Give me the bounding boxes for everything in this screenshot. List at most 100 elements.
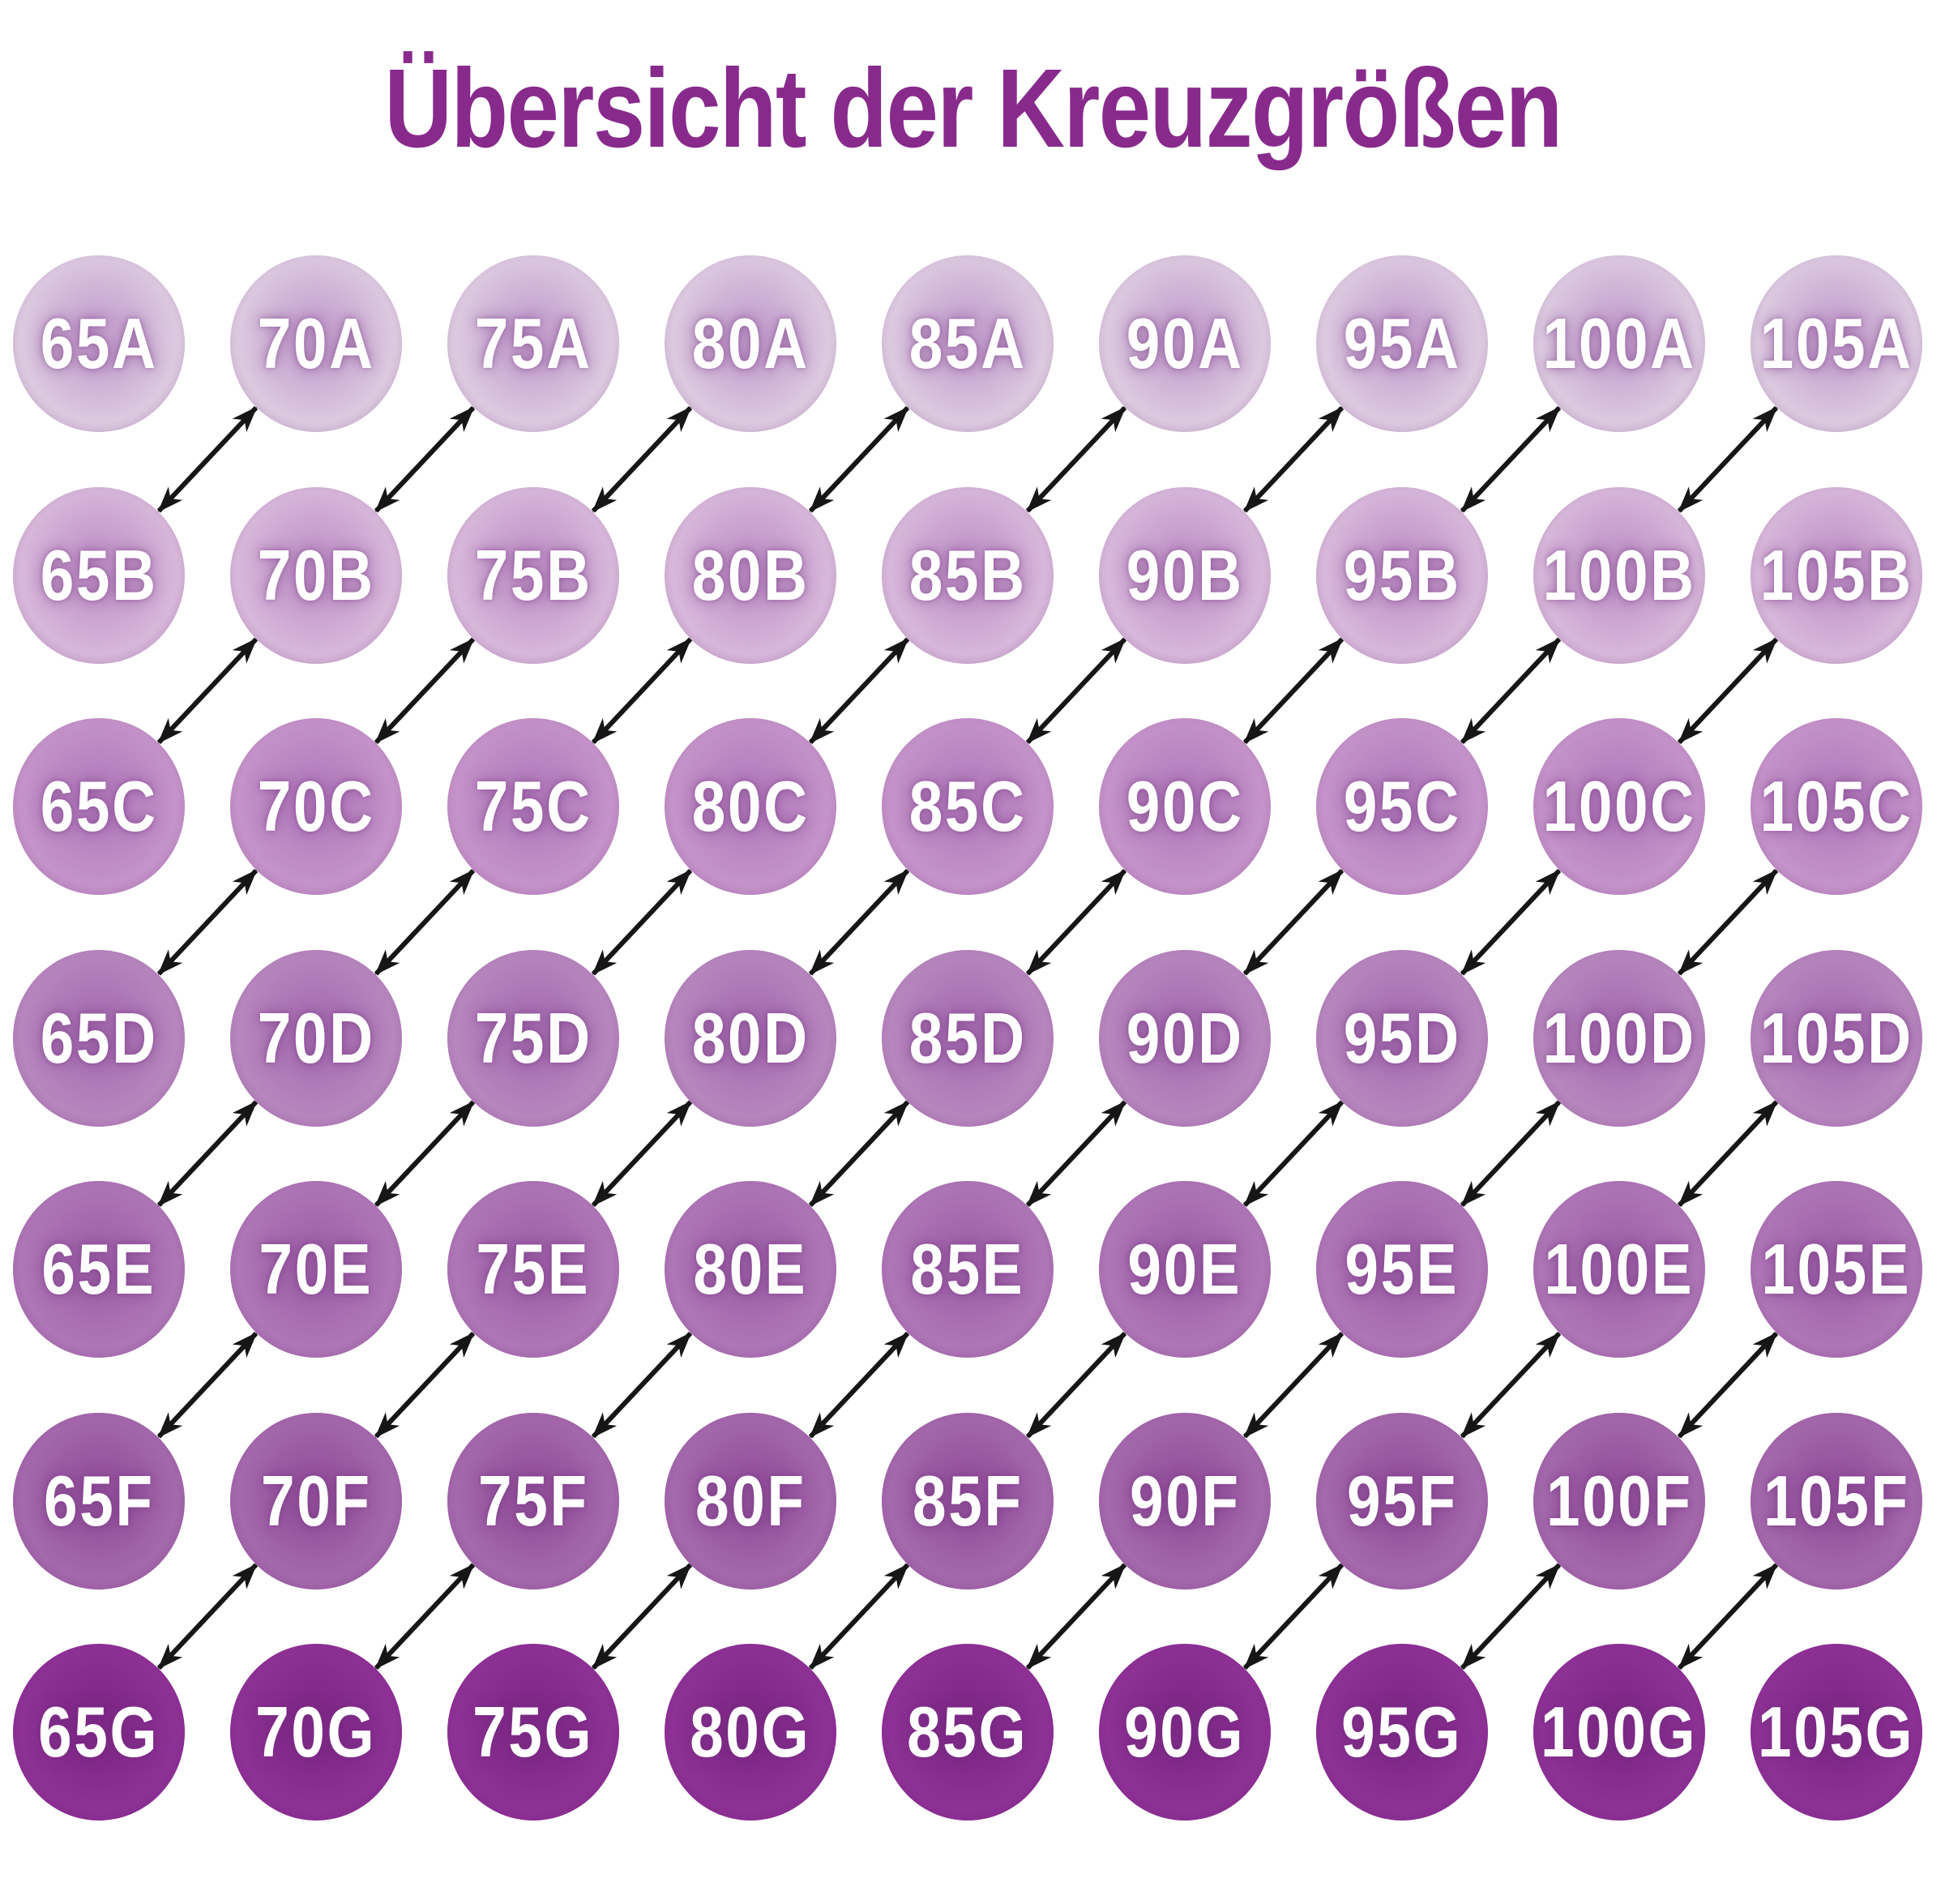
size-cell-65D: 65D bbox=[13, 949, 185, 1127]
sister-size-arrow-100E-105D bbox=[1677, 1100, 1779, 1208]
sister-size-arrow-85D-90C bbox=[1025, 868, 1127, 976]
size-label: 90D bbox=[1126, 997, 1244, 1078]
sister-size-arrow-75G-80F bbox=[591, 1563, 693, 1671]
size-label: 65G bbox=[38, 1692, 160, 1772]
sister-size-arrow-95G-100F bbox=[1460, 1563, 1562, 1671]
size-cell-85C: 85C bbox=[882, 718, 1054, 895]
page-title: Übersicht der Kreuzgrößen bbox=[0, 50, 1945, 168]
size-label: 65F bbox=[43, 1460, 155, 1541]
sister-size-arrow-100C-105B bbox=[1677, 637, 1779, 745]
sister-size-arrow-80C-85B bbox=[808, 637, 910, 745]
size-cell-80F: 80F bbox=[665, 1412, 836, 1590]
size-label: 100E bbox=[1544, 1229, 1695, 1309]
sister-size-arrow-100G-105F bbox=[1677, 1563, 1779, 1671]
size-label: 70G bbox=[255, 1692, 377, 1772]
size-cell-85E: 85E bbox=[882, 1181, 1054, 1358]
size-cell-100B: 100B bbox=[1533, 486, 1705, 664]
sister-size-arrow-65F-70E bbox=[156, 1331, 259, 1439]
size-cell-90E: 90E bbox=[1099, 1181, 1271, 1358]
sister-size-arrow-65B-70A bbox=[156, 405, 259, 513]
size-cell-65B: 65B bbox=[13, 486, 185, 664]
sister-size-arrow-70G-75F bbox=[374, 1563, 476, 1671]
sister-size-arrow-95D-100C bbox=[1460, 868, 1562, 976]
size-cell-95G: 95G bbox=[1316, 1644, 1488, 1821]
sister-size-arrow-70B-75A bbox=[374, 405, 476, 513]
sister-size-arrow-65D-70C bbox=[156, 868, 259, 976]
size-cell-85D: 85D bbox=[882, 949, 1054, 1127]
size-label: 80G bbox=[690, 1692, 811, 1772]
size-cell-90A: 90A bbox=[1099, 255, 1271, 432]
size-cell-65F: 65F bbox=[13, 1412, 185, 1590]
sister-size-arrow-90F-95E bbox=[1242, 1331, 1344, 1439]
size-cell-105A: 105A bbox=[1750, 255, 1922, 432]
size-label: 70E bbox=[259, 1229, 374, 1309]
size-cell-105B: 105B bbox=[1750, 486, 1922, 664]
size-cell-70F: 70F bbox=[230, 1412, 402, 1590]
size-label: 70C bbox=[257, 766, 375, 846]
size-cell-65G: 65G bbox=[13, 1644, 185, 1821]
sister-size-arrow-75B-80A bbox=[591, 405, 693, 513]
sister-size-arrow-90B-95A bbox=[1242, 405, 1344, 513]
size-label: 95F bbox=[1346, 1460, 1458, 1541]
size-cell-75E: 75E bbox=[447, 1181, 619, 1358]
size-cell-105D: 105D bbox=[1750, 949, 1922, 1127]
size-cell-80A: 80A bbox=[665, 255, 836, 432]
sister-size-arrow-85G-90F bbox=[1025, 1563, 1127, 1671]
size-cell-100C: 100C bbox=[1533, 718, 1705, 895]
size-label: 95D bbox=[1343, 997, 1461, 1078]
sister-size-arrow-90D-95C bbox=[1242, 868, 1344, 976]
sister-size-arrow-70F-75E bbox=[374, 1331, 476, 1439]
sister-size-arrow-100F-105E bbox=[1677, 1331, 1779, 1439]
sister-size-arrow-85B-90A bbox=[1025, 405, 1127, 513]
size-label: 85G bbox=[907, 1692, 1028, 1772]
size-label: 105A bbox=[1759, 303, 1913, 383]
sister-size-arrow-75C-80B bbox=[591, 637, 693, 745]
sister-size-arrow-90G-95F bbox=[1242, 1563, 1344, 1671]
sister-size-arrow-90E-95D bbox=[1242, 1100, 1344, 1208]
sister-size-arrow-70C-75B bbox=[374, 637, 476, 745]
size-label: 105B bbox=[1759, 534, 1913, 615]
size-label: 105G bbox=[1758, 1692, 1915, 1772]
size-cell-90G: 90G bbox=[1099, 1644, 1271, 1821]
size-label: 80B bbox=[691, 534, 810, 615]
size-label: 80F bbox=[695, 1460, 806, 1541]
size-label: 105F bbox=[1763, 1460, 1910, 1541]
size-cell-105F: 105F bbox=[1750, 1412, 1922, 1590]
size-cell-90C: 90C bbox=[1099, 718, 1271, 895]
size-label: 105E bbox=[1761, 1229, 1912, 1309]
sister-size-arrow-80B-85A bbox=[808, 405, 910, 513]
sister-size-arrow-95E-100D bbox=[1460, 1100, 1562, 1208]
sister-size-arrow-90C-95B bbox=[1242, 637, 1344, 745]
size-label: 75G bbox=[472, 1692, 594, 1772]
sister-size-arrow-65C-70B bbox=[156, 637, 259, 745]
size-cell-100G: 100G bbox=[1533, 1644, 1705, 1821]
size-label: 105D bbox=[1759, 997, 1913, 1078]
size-cell-95F: 95F bbox=[1316, 1412, 1488, 1590]
sister-size-arrow-95B-100A bbox=[1460, 405, 1562, 513]
size-cell-100E: 100E bbox=[1533, 1181, 1705, 1358]
size-label: 75C bbox=[474, 766, 592, 846]
size-cell-70A: 70A bbox=[230, 255, 402, 432]
size-label: 100A bbox=[1542, 303, 1696, 383]
size-cell-85B: 85B bbox=[882, 486, 1054, 664]
sister-size-arrow-85F-90E bbox=[1025, 1331, 1127, 1439]
size-cell-65A: 65A bbox=[13, 255, 185, 432]
size-cell-90F: 90F bbox=[1099, 1412, 1271, 1590]
size-cell-70B: 70B bbox=[230, 486, 402, 664]
size-cell-95D: 95D bbox=[1316, 949, 1488, 1127]
size-label: 90E bbox=[1127, 1229, 1242, 1309]
size-cell-70C: 70C bbox=[230, 718, 402, 895]
size-label: 90G bbox=[1124, 1692, 1246, 1772]
size-label: 70A bbox=[257, 303, 375, 383]
page-title-text: Übersicht der Kreuzgrößen bbox=[383, 46, 1562, 171]
size-label: 75B bbox=[474, 534, 592, 615]
sister-size-arrow-80F-85E bbox=[808, 1331, 910, 1439]
size-cell-80E: 80E bbox=[665, 1181, 836, 1358]
size-cell-65C: 65C bbox=[13, 718, 185, 895]
sister-size-arrow-65E-70D bbox=[156, 1100, 259, 1208]
sister-size-arrow-80D-85C bbox=[808, 868, 910, 976]
size-cell-75A: 75A bbox=[447, 255, 619, 432]
size-label: 85D bbox=[908, 997, 1027, 1078]
size-label: 75E bbox=[476, 1229, 591, 1309]
